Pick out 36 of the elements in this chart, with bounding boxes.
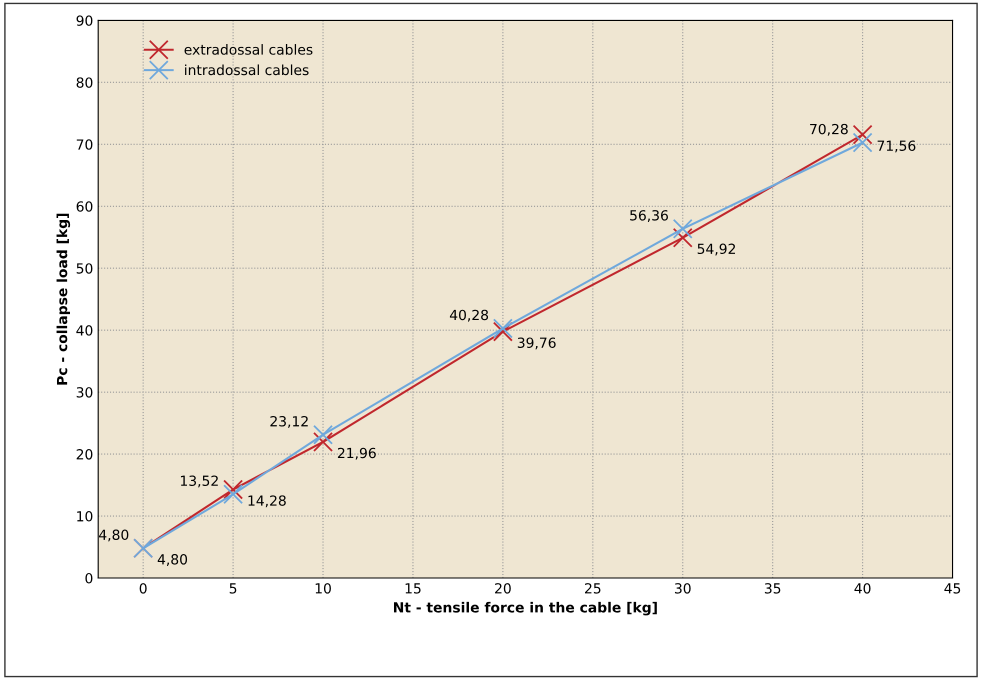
data-label: 4,80: [99, 530, 128, 542]
x-tick-label: 30: [674, 583, 691, 594]
x-tick-label: 10: [316, 583, 331, 594]
data-label: 54,92: [698, 244, 736, 256]
y-tick-label: 50: [76, 263, 92, 274]
y-tick-label: 60: [76, 201, 92, 212]
data-label: 39,76: [518, 337, 556, 350]
data-label: 56,36: [630, 210, 668, 222]
x-tick-label: 35: [764, 583, 780, 594]
y-tick-label: 80: [76, 77, 92, 88]
y-tick-label: 10: [77, 511, 92, 522]
y-tick-label: 40: [76, 325, 92, 336]
x-tick-label: 40: [854, 583, 871, 594]
x-tick-label: 45: [944, 583, 960, 594]
x-tick-label: 0: [140, 583, 147, 594]
y-tick-label: 70: [76, 139, 92, 150]
data-label: 23,12: [270, 416, 308, 428]
y-tick-label: 0: [85, 572, 92, 584]
data-label: 13,52: [180, 475, 218, 488]
legend-label: intradossal cables: [185, 64, 309, 76]
data-label: 40,28: [450, 310, 488, 322]
data-label: 70,28: [810, 124, 848, 136]
y-axis-title: Pc - collapse load [kg]: [56, 214, 70, 385]
data-label: 21,96: [338, 448, 376, 460]
legend-label: extradossal cables: [184, 44, 312, 55]
x-axis-title: Nt - tensile force in the cable [kg]: [394, 602, 657, 616]
x-tick-label: 20: [495, 583, 511, 594]
y-tick-label: 90: [76, 15, 92, 26]
x-tick-label: 25: [585, 583, 600, 594]
x-tick-label: 15: [406, 583, 421, 594]
data-label: 14,28: [248, 495, 286, 508]
y-tick-label: 30: [76, 387, 92, 398]
y-tick-label: 20: [76, 449, 92, 460]
x-tick-label: 5: [230, 583, 236, 594]
data-label: 71,56: [878, 140, 916, 152]
data-label: 4,80: [158, 554, 188, 566]
